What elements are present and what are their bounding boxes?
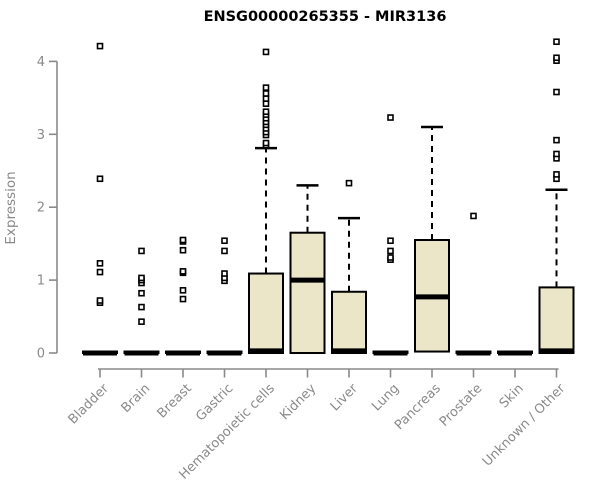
x-tick-label: Breast [155,381,195,421]
x-tick-label: Brain [119,381,154,416]
outlier-point [138,247,145,255]
outlier-point [138,274,145,282]
outlier-point [179,246,187,254]
outlier-point [262,139,270,147]
iqr-box [289,231,326,354]
y-tick-label: 4 [37,55,45,70]
outlier-point [262,108,270,116]
y-tick-label: 3 [37,128,45,143]
outlier-point [553,54,560,62]
x-tick-label: Bladder [66,381,113,428]
outlier-point [179,236,187,244]
iqr-box [538,286,575,355]
outlier-point [262,48,270,56]
x-tick-label: Liver [328,381,362,415]
outlier-point [179,295,187,303]
outlier-point [138,318,145,325]
outlier-point [387,254,394,261]
outlier-point [179,268,187,275]
y-tick-label: 2 [37,201,45,216]
outlier-point [553,150,560,158]
outlier-point [96,175,104,183]
outlier-point [345,179,353,187]
y-axis-label: Expression [3,171,19,244]
iqr-box [248,272,284,354]
chart-title: ENSG00000265355 - MIR3136 [204,9,447,25]
outlier-point [96,42,104,50]
outlier-point [262,90,270,97]
outlier-point [553,136,560,144]
outlier-point [553,171,560,178]
outlier-point [221,237,228,245]
outlier-point [553,88,560,96]
iqr-box [331,290,367,355]
outlier-point [96,260,104,267]
outlier-point [221,247,228,255]
outlier-point [387,237,394,245]
outlier-point [262,84,270,91]
x-tick-label: Lung [369,381,402,414]
outlier-point [387,114,394,121]
outlier-point [470,212,477,220]
outlier-point [96,268,104,276]
y-tick-label: 0 [37,347,45,362]
outlier-point [553,38,560,46]
x-tick-label: Skin [497,381,527,411]
x-tick-label: Kidney [277,381,319,423]
outlier-point [262,95,270,102]
outlier-point [138,303,145,311]
y-tick-label: 1 [37,274,45,289]
outlier-point [179,287,187,294]
x-tick-label: Prostate [437,381,485,429]
outlier-point [221,270,228,277]
outlier-point [387,247,394,255]
outlier-point [96,297,104,304]
x-tick-label: Pancreas [392,381,444,433]
outlier-point [138,289,145,297]
outlier-point [262,100,270,107]
